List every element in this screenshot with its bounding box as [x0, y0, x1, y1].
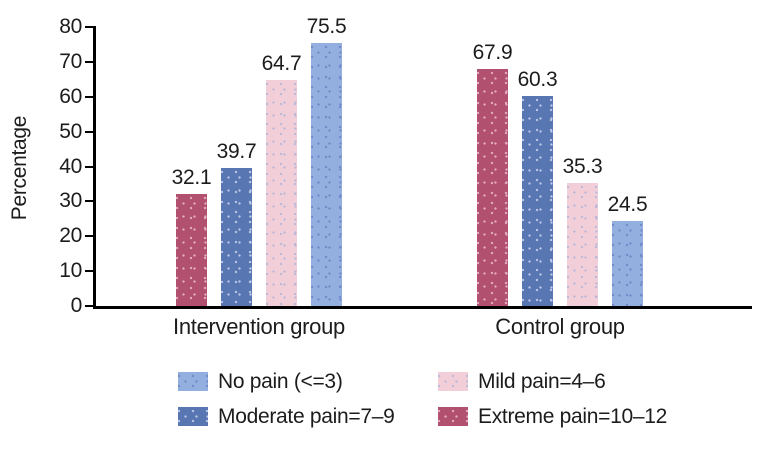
bar-with-label: 75.5: [307, 15, 347, 306]
bar: [221, 168, 252, 306]
legend-item: Extreme pain=10–12: [438, 404, 667, 429]
y-tick-label: 10: [59, 259, 82, 283]
y-tick: [85, 235, 93, 238]
bar-value-label: 64.7: [261, 52, 302, 75]
bar: [266, 80, 297, 306]
y-tick: [85, 95, 93, 98]
y-tick: [85, 305, 93, 307]
y-axis-line: [93, 26, 96, 309]
y-tick-label: 30: [59, 189, 82, 213]
x-axis-line: [93, 306, 752, 309]
legend-item: Moderate pain=7–9: [178, 404, 438, 429]
y-tick-label: 20: [59, 224, 82, 248]
bar-value-label: 67.9: [472, 41, 513, 64]
bar-value-label: 24.5: [607, 193, 648, 216]
bar-value-label: 60.3: [517, 68, 558, 91]
legend-label: Moderate pain=7–9: [218, 405, 395, 428]
y-tick-label: 50: [59, 119, 82, 143]
bar: [477, 69, 508, 306]
y-tick: [85, 165, 93, 168]
legend-label: Mild pain=4–6: [478, 370, 606, 393]
bar-group: 67.9 60.3 35.3 24.5: [473, 41, 648, 306]
bar-value-label: 75.5: [306, 15, 347, 38]
bar-with-label: 60.3: [518, 68, 558, 306]
bar-value-label: 32.1: [171, 166, 212, 189]
legend-label: No pain (<=3): [218, 370, 343, 393]
legend: No pain (<=3) Mild pain=4–6 Moderate pain=…: [178, 369, 667, 429]
legend-swatch: [178, 372, 208, 391]
bar-with-label: 24.5: [608, 193, 648, 306]
bar: [522, 96, 553, 306]
legend-swatch: [178, 407, 208, 426]
bar-with-label: 64.7: [262, 52, 302, 306]
legend-swatch: [438, 372, 468, 391]
bar: [567, 183, 598, 306]
y-tick-label: 70: [59, 49, 82, 73]
y-tick: [85, 200, 93, 203]
bar: [176, 194, 207, 306]
y-axis-title: Percentage: [8, 115, 31, 221]
bar-value-label: 39.7: [216, 140, 257, 163]
legend-item: Mild pain=4–6: [438, 369, 667, 394]
y-tick: [85, 60, 93, 63]
x-category-label-control: Control group: [495, 314, 625, 339]
legend-label: Extreme pain=10–12: [478, 405, 667, 428]
bar-with-label: 67.9: [473, 41, 513, 306]
legend-swatch: [438, 407, 468, 426]
y-tick-label: 0: [70, 294, 83, 317]
bar-with-label: 39.7: [217, 140, 257, 306]
bar: [612, 221, 643, 306]
y-tick: [85, 130, 93, 133]
y-tick-label: 80: [59, 15, 82, 38]
bar-with-label: 32.1: [172, 166, 212, 306]
y-tick-label: 40: [59, 154, 82, 178]
y-tick: [85, 270, 93, 273]
y-tick: [85, 26, 93, 28]
bar-with-label: 35.3: [563, 155, 603, 306]
bar-value-label: 35.3: [562, 155, 603, 178]
y-tick-label: 60: [59, 84, 82, 108]
x-category-label-intervention: Intervention group: [173, 314, 345, 339]
bar-group: 32.1 39.7 64.7 75.5: [172, 15, 347, 306]
bar: [311, 43, 342, 306]
legend-item: No pain (<=3): [178, 369, 438, 394]
plot-area: 32.1 39.7 64.7 75.5 67.9 60.3 35.3 24.5: [94, 15, 752, 306]
